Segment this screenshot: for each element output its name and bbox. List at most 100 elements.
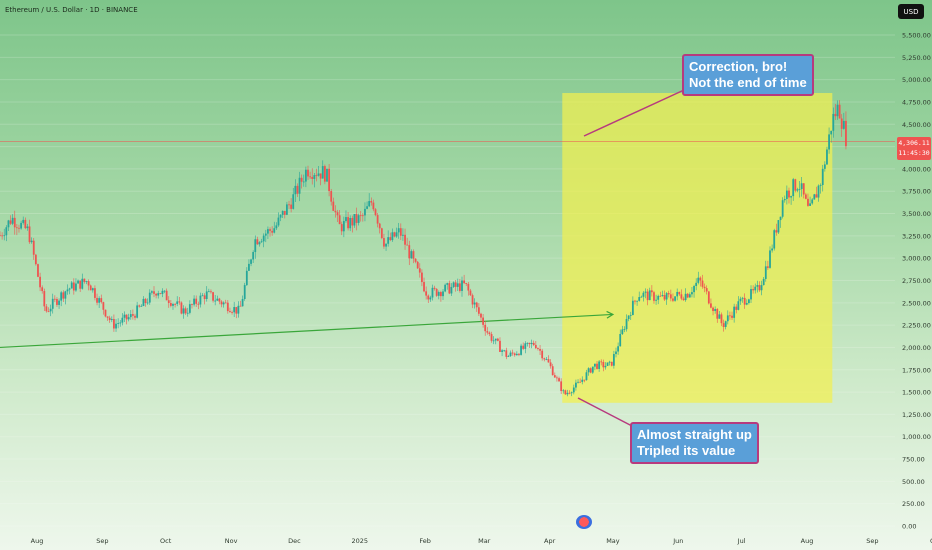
candle-body (260, 241, 263, 243)
candle-body (140, 305, 143, 307)
currency-button[interactable]: USD (898, 4, 924, 19)
candle-body (710, 303, 712, 308)
candle-body (528, 342, 531, 345)
candle-body (781, 200, 784, 217)
callout-top[interactable]: Correction, bro! Not the end of time (682, 54, 814, 96)
candle-body (0, 235, 1, 237)
trend-line[interactable] (0, 313, 613, 349)
candle-body (446, 283, 449, 285)
candle-body (461, 280, 463, 291)
candle-body (667, 293, 670, 295)
rally-highlight-box (562, 93, 833, 403)
candle-body (100, 298, 103, 303)
candle-body (745, 302, 748, 305)
candle-body (777, 220, 780, 233)
candle-body (96, 297, 98, 303)
candle-body (374, 209, 377, 216)
candle-body (547, 359, 550, 363)
candle-body (463, 280, 466, 284)
x-tick-label: 2025 (351, 537, 368, 545)
candle-body (108, 317, 111, 321)
candle-body (207, 291, 210, 293)
candle-body (518, 353, 520, 355)
candle-body (672, 298, 674, 301)
candle-body (15, 227, 18, 229)
candle-body (513, 353, 516, 356)
candle-body (402, 234, 404, 236)
candle-body (646, 291, 649, 301)
candle-body (290, 204, 293, 209)
candle-body (775, 230, 778, 233)
candle-body (121, 317, 124, 323)
candle-body (682, 298, 685, 301)
candle-body (336, 212, 339, 216)
candle-body (283, 210, 286, 215)
candle-body (608, 361, 611, 363)
candle-body (364, 208, 366, 216)
candle-body (161, 290, 164, 294)
candle-body (427, 295, 430, 300)
candle-body (659, 295, 662, 297)
candle-body (3, 235, 6, 237)
candle-body (779, 216, 782, 221)
candle-body (418, 268, 421, 273)
candle-body (106, 316, 109, 318)
candle-body (273, 228, 276, 233)
candle-body (750, 289, 752, 300)
callout-top-leader (583, 89, 685, 137)
candle-body (494, 338, 497, 341)
candle-body (800, 183, 803, 189)
candle-body (807, 198, 809, 206)
candle-body (575, 382, 577, 388)
candle-body (292, 194, 295, 209)
candle-body (102, 302, 105, 310)
us-flag-icon[interactable] (576, 515, 592, 529)
candle-body (193, 298, 195, 305)
candle-body (13, 217, 16, 228)
candle-body (169, 303, 172, 306)
candle-body (631, 300, 634, 315)
candle-body (313, 175, 316, 179)
callout-top-line2: Not the end of time (689, 75, 807, 90)
candle-body (188, 304, 191, 313)
candle-body (653, 292, 655, 301)
candle-body (20, 222, 22, 229)
candle-body (836, 104, 839, 117)
candle-body (724, 321, 727, 327)
candle-body (366, 206, 368, 209)
y-tick-label: 2,500.00 (902, 299, 931, 307)
candle-body (492, 340, 495, 342)
candle-body (70, 282, 73, 289)
callout-bottom[interactable]: Almost straight up Tripled its value (630, 422, 759, 464)
candle-body (167, 300, 170, 304)
candle-body (769, 250, 771, 268)
candle-body (355, 214, 358, 223)
candle-body (330, 191, 333, 202)
candle-body (802, 183, 805, 195)
candle-body (163, 290, 166, 292)
candle-body (262, 235, 265, 242)
candle-body (701, 280, 704, 287)
candle-body (771, 248, 774, 251)
candle-body (224, 302, 227, 304)
candle-body (524, 343, 527, 349)
candle-body (594, 363, 596, 367)
candle-body (222, 302, 225, 305)
candle-body (469, 290, 472, 296)
candle-body (543, 358, 546, 360)
candle-body (467, 283, 470, 291)
candle-body (425, 291, 428, 296)
candle-body (127, 317, 130, 320)
candle-body (661, 295, 664, 296)
candle-body (334, 210, 337, 213)
candle-body (376, 215, 379, 224)
candle-body (598, 361, 601, 369)
y-tick-label: 3,500.00 (902, 210, 931, 218)
candle-body (155, 293, 158, 296)
candle-body (562, 390, 565, 392)
candle-body (566, 392, 569, 395)
candle-body (699, 277, 702, 281)
candle-body (610, 361, 613, 366)
candle-body (693, 285, 695, 293)
